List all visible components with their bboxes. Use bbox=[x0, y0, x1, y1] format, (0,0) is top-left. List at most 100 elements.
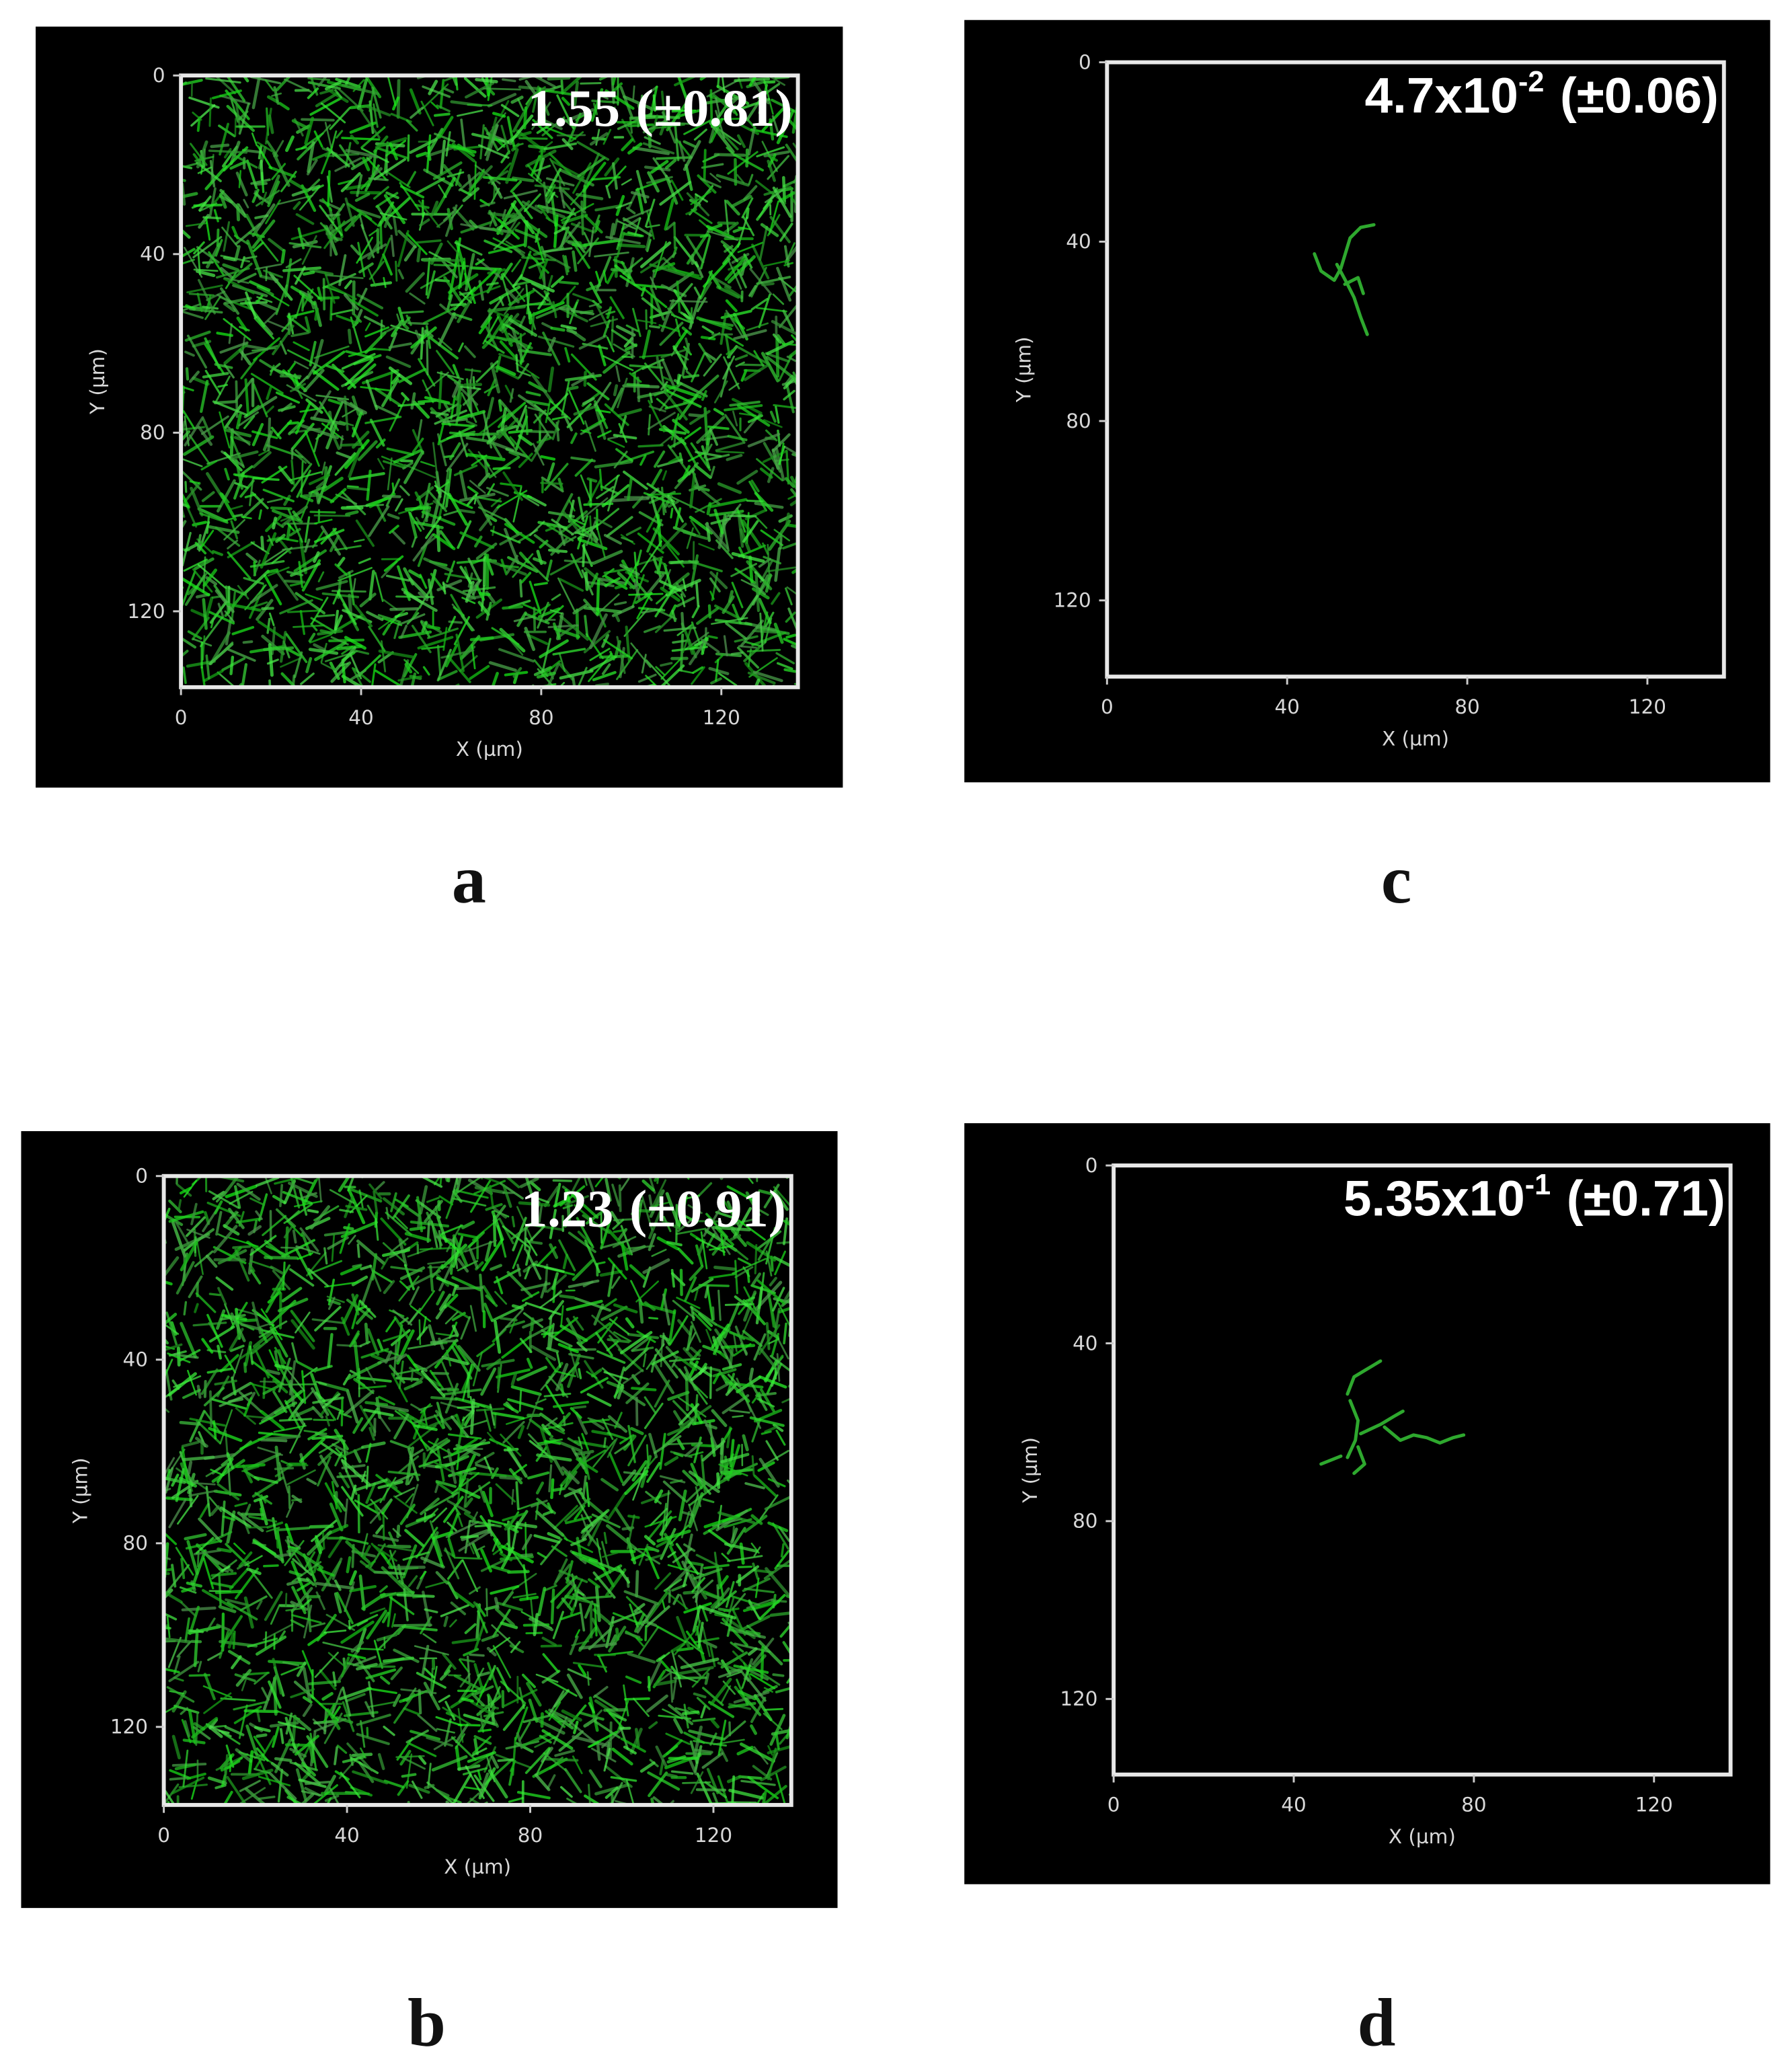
fiber bbox=[589, 281, 602, 304]
fiber bbox=[498, 1217, 514, 1245]
fiber bbox=[409, 292, 426, 305]
fiber bbox=[515, 354, 519, 372]
fiber bbox=[789, 498, 798, 506]
fiber bbox=[264, 309, 278, 324]
fiber bbox=[674, 123, 680, 161]
fiber bbox=[656, 397, 668, 409]
fiber bbox=[429, 1369, 444, 1390]
fiber bbox=[361, 1593, 386, 1611]
fiber bbox=[469, 1305, 477, 1332]
fiber bbox=[691, 1577, 706, 1593]
fiber bbox=[529, 580, 542, 615]
fiber bbox=[573, 1720, 579, 1734]
fiber bbox=[711, 1323, 730, 1349]
fiber bbox=[752, 1562, 759, 1580]
fiber bbox=[410, 106, 424, 119]
fiber bbox=[741, 197, 754, 219]
fiber bbox=[292, 1714, 297, 1742]
fiber bbox=[312, 151, 332, 161]
fiber bbox=[758, 1323, 781, 1356]
fiber bbox=[475, 77, 498, 83]
fiber bbox=[444, 1547, 460, 1580]
fiber bbox=[409, 138, 438, 154]
fiber bbox=[572, 241, 590, 269]
fiber bbox=[463, 345, 476, 358]
fiber bbox=[213, 208, 219, 223]
fiber bbox=[444, 468, 453, 508]
fiber bbox=[537, 292, 550, 310]
fiber bbox=[307, 141, 315, 174]
fiber bbox=[594, 214, 600, 225]
fiber bbox=[683, 140, 697, 148]
fiber bbox=[550, 1478, 555, 1500]
fiber bbox=[600, 1305, 628, 1321]
fiber bbox=[547, 1315, 553, 1350]
fiber bbox=[375, 147, 409, 159]
fiber bbox=[462, 1767, 488, 1775]
fiber bbox=[782, 1641, 791, 1657]
fiber bbox=[595, 409, 611, 414]
fiber bbox=[210, 1397, 247, 1410]
fiber bbox=[286, 1501, 295, 1518]
fiber bbox=[260, 1308, 283, 1340]
fiber bbox=[238, 348, 251, 366]
fiber bbox=[713, 380, 728, 404]
fiber bbox=[617, 1228, 628, 1241]
fiber bbox=[675, 138, 691, 158]
fiber bbox=[761, 282, 775, 286]
fiber bbox=[785, 587, 793, 606]
fiber bbox=[321, 461, 326, 475]
fiber bbox=[253, 1495, 269, 1502]
fiber bbox=[645, 1554, 662, 1562]
fiber bbox=[379, 1477, 397, 1504]
fiber bbox=[586, 477, 598, 483]
fiber bbox=[213, 1490, 242, 1497]
fiber bbox=[337, 397, 367, 415]
fiber bbox=[635, 177, 670, 192]
fiber bbox=[588, 613, 608, 650]
fiber bbox=[748, 555, 754, 583]
fiber bbox=[277, 1769, 284, 1803]
fiber bbox=[270, 1604, 281, 1625]
fiber bbox=[554, 1338, 573, 1348]
fiber bbox=[690, 190, 712, 205]
fiber bbox=[421, 1354, 449, 1373]
fiber bbox=[358, 107, 381, 139]
fiber bbox=[676, 75, 689, 103]
fiber bbox=[654, 450, 666, 468]
fiber bbox=[410, 672, 417, 687]
fiber bbox=[559, 1786, 573, 1798]
fiber bbox=[646, 224, 660, 229]
fiber bbox=[235, 100, 241, 130]
fiber bbox=[688, 1494, 699, 1525]
fiber bbox=[226, 603, 262, 612]
fiber bbox=[451, 1638, 481, 1644]
fiber bbox=[245, 552, 258, 564]
fiber bbox=[467, 558, 481, 583]
fiber bbox=[315, 91, 339, 108]
fiber bbox=[464, 272, 476, 305]
fiber bbox=[741, 519, 763, 549]
fiber bbox=[592, 1571, 616, 1599]
fiber bbox=[448, 620, 463, 624]
fiber bbox=[477, 1671, 490, 1677]
fiber bbox=[353, 1449, 362, 1463]
fiber bbox=[756, 276, 791, 285]
fiber bbox=[397, 402, 426, 408]
fiber bbox=[200, 666, 206, 687]
fiber bbox=[764, 1708, 784, 1711]
fiber bbox=[261, 192, 268, 206]
fiber bbox=[570, 188, 586, 206]
fiber bbox=[642, 120, 666, 134]
fiber bbox=[556, 94, 574, 129]
fiber bbox=[425, 516, 442, 539]
fiber bbox=[659, 580, 682, 592]
fiber bbox=[733, 329, 767, 340]
fiber bbox=[724, 256, 747, 281]
fiber bbox=[342, 407, 358, 418]
fiber bbox=[479, 201, 496, 208]
annotation: 1.55 (±0.81) bbox=[528, 79, 793, 137]
fiber bbox=[761, 352, 779, 383]
fiber bbox=[736, 507, 746, 533]
fiber bbox=[375, 1473, 403, 1496]
